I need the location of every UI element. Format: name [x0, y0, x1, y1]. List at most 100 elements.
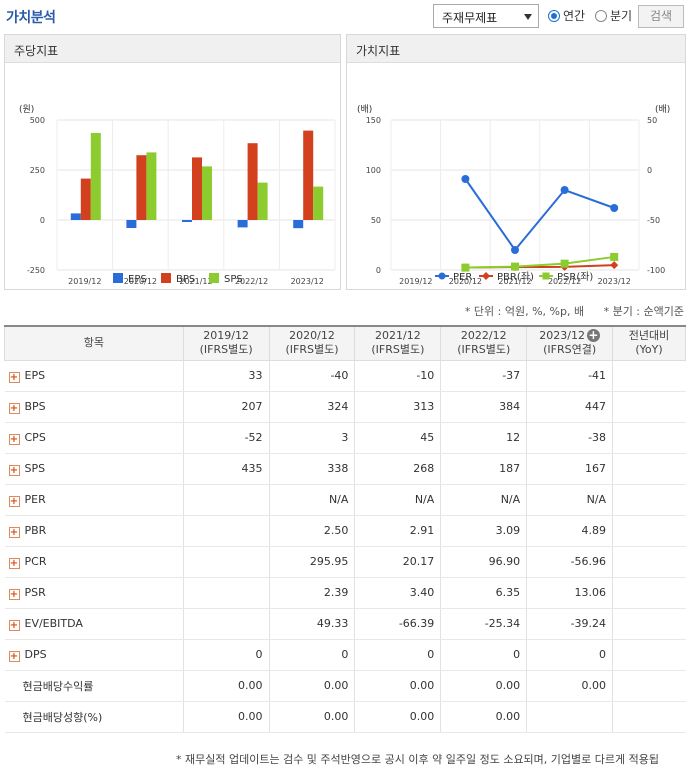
- expand-plus-icon[interactable]: +: [8, 464, 20, 476]
- expand-plus-icon[interactable]: +: [8, 650, 20, 662]
- table-cell: -66.39: [354, 608, 442, 640]
- table-cell: 0.00: [440, 701, 528, 733]
- table-cell: 3: [269, 422, 356, 454]
- expand-plus-icon[interactable]: +: [8, 588, 20, 600]
- table-cell: N/A: [526, 484, 614, 516]
- x-tick-label: 2022/12: [548, 277, 581, 286]
- table-row: + DPS 0 0 0 0 0: [4, 639, 686, 671]
- expand-plus-icon[interactable]: +: [8, 619, 20, 631]
- table-cell: -10: [354, 360, 442, 392]
- row-label[interactable]: + PER: [4, 484, 184, 516]
- bar-sps: [90, 133, 101, 220]
- table-cell: 0: [440, 639, 528, 671]
- header-col: 2022/12 (IFRS별도): [440, 325, 528, 361]
- radio-checked-icon: [548, 9, 560, 22]
- point-marker: [511, 262, 519, 271]
- header-col: 2019/12 (IFRS별도): [182, 325, 270, 361]
- header-yoy: 전년대비: [628, 329, 670, 343]
- y-left-tick-label: 50: [371, 216, 381, 225]
- x-tick-label: 2021/12: [498, 277, 531, 286]
- table-cell: [612, 670, 686, 702]
- value-panel: 가치지표 (배) (배) 150 50 100 0 50 -50 0 -100 2019/12 202…: [346, 34, 686, 290]
- table-cell: 435: [183, 453, 270, 485]
- table-cell: 313: [354, 391, 442, 423]
- table-cell: 20.17: [354, 546, 442, 578]
- table-cell: 3.40: [354, 577, 442, 609]
- radio-quarter[interactable]: 분기: [595, 7, 632, 24]
- x-tick-label: 2019/12: [399, 277, 432, 286]
- y-axis-left-unit: (배): [357, 104, 372, 115]
- legend-label: PBR(좌): [497, 271, 534, 283]
- row-label[interactable]: + SPS: [4, 453, 184, 485]
- table-cell: 295.95: [269, 546, 356, 578]
- row-label[interactable]: + EV/EBITDA: [4, 608, 184, 640]
- row-label[interactable]: + PSR: [4, 577, 184, 609]
- table-cell: [183, 546, 270, 578]
- row-label[interactable]: + DPS: [4, 639, 184, 671]
- per-share-panel: 주당지표 (원) 500 250 0 -250 2019/12 2020/12 2021/12…: [4, 34, 341, 290]
- table-cell: [612, 360, 686, 392]
- expand-plus-icon[interactable]: +: [8, 371, 20, 383]
- footnote: * 재무실적 업데이트는 검수 및 주석반영으로 공시 이후 약 일주일 정도 …: [176, 753, 659, 766]
- table-cell: 384: [440, 391, 528, 423]
- table-cell: 167: [526, 453, 614, 485]
- row-label: 현금배당수익률: [4, 670, 184, 702]
- table-cell: [183, 577, 270, 609]
- table-cell: [612, 701, 686, 733]
- value-panel-title: 가치지표: [347, 35, 685, 63]
- table-cell: -39.24: [526, 608, 614, 640]
- row-label[interactable]: + PBR: [4, 515, 184, 547]
- table-row: + EV/EBITDA 49.33 -66.39 -25.34 -39.24: [4, 608, 686, 640]
- search-button[interactable]: 검색: [638, 5, 684, 28]
- x-tick-label: 2019/12: [68, 277, 101, 286]
- point-marker: [610, 252, 619, 261]
- table-cell: 0: [183, 639, 270, 671]
- row-label[interactable]: + BPS: [4, 391, 184, 423]
- table-cell: -37: [440, 360, 528, 392]
- table-row: + BPS 207 324 313 384 447: [4, 391, 686, 423]
- legend-label: EPS: [128, 274, 147, 285]
- point-marker: [461, 175, 470, 183]
- row-label[interactable]: + EPS: [4, 360, 184, 392]
- table-body: + EPS 33 -40 -10 -37 -41 + BPS 207 324 313 384 447 + CP…: [4, 360, 686, 733]
- row-name: 현금배당수익률: [22, 679, 94, 693]
- expand-plus-icon[interactable]: +: [8, 402, 20, 414]
- point-marker: [560, 186, 569, 194]
- row-label[interactable]: + PCR: [4, 546, 184, 578]
- statement-type-select[interactable]: 주재무제표: [433, 4, 539, 28]
- y-right-tick-label: -50: [647, 216, 660, 225]
- row-name: PBR: [24, 523, 47, 537]
- table-cell: 0.00: [183, 701, 270, 733]
- radio-annual[interactable]: 연간: [548, 7, 585, 24]
- expand-plus-icon[interactable]: +: [8, 526, 20, 538]
- table-cell: -52: [183, 422, 270, 454]
- add-column-icon[interactable]: +: [586, 328, 600, 343]
- point-marker: [461, 263, 470, 272]
- page-title: 가치분석: [6, 10, 56, 26]
- expand-plus-icon[interactable]: +: [8, 495, 20, 507]
- y-axis-unit: (원): [19, 104, 34, 115]
- header-basis: (IFRS별도): [199, 343, 253, 357]
- expand-plus-icon[interactable]: +: [8, 557, 20, 569]
- x-tick-label: 2023/12: [598, 277, 631, 286]
- row-label[interactable]: + CPS: [4, 422, 184, 454]
- table-header-row: 항목 2019/12 (IFRS별도) 2020/12 (IFRS별도) 2021/…: [4, 325, 686, 361]
- table-cell: 0.00: [354, 670, 442, 702]
- legend-label: SPS: [224, 274, 243, 285]
- table-cell: -25.34: [440, 608, 528, 640]
- top-bar: 가치분석 주재무제표 연간 분기 검색: [0, 0, 690, 34]
- row-name: EV/EBITDA: [24, 616, 83, 630]
- row-name: BPS: [24, 399, 46, 413]
- table-row: + PSR 2.39 3.40 6.35 13.06: [4, 577, 686, 609]
- header-year: 2019/12: [203, 329, 249, 343]
- header-item: 항목: [4, 325, 184, 361]
- table-cell: 187: [440, 453, 528, 485]
- legend-marker: [438, 272, 446, 280]
- expand-plus-icon[interactable]: +: [8, 433, 20, 445]
- x-tick-label: 2021/12: [179, 277, 212, 286]
- legend-label: BPS: [176, 274, 195, 285]
- series-line-psr: [465, 255, 615, 269]
- table-row: 현금배당성향(%) 0.00 0.00 0.00 0.00: [4, 701, 686, 733]
- table-cell: 0: [526, 639, 614, 671]
- table-cell: 45: [354, 422, 442, 454]
